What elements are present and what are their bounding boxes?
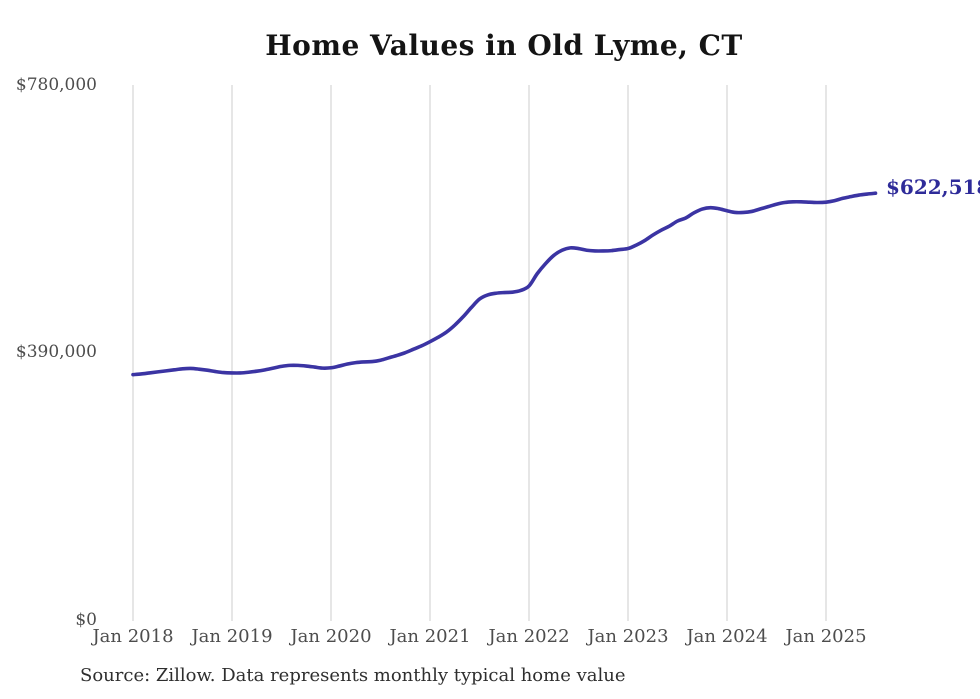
x-axis-tick-jan-2024: Jan 2024 <box>686 626 768 647</box>
x-axis-tick-jan-2018: Jan 2018 <box>92 626 174 647</box>
x-axis-tick-jan-2021: Jan 2021 <box>389 626 471 647</box>
x-axis-tick-jan-2023: Jan 2023 <box>587 626 669 647</box>
y-axis-tick-0: $0 <box>75 610 97 630</box>
x-axis-tick-jan-2019: Jan 2019 <box>191 626 273 647</box>
x-axis-tick-jan-2022: Jan 2022 <box>488 626 570 647</box>
vertical-gridlines <box>132 85 827 621</box>
x-axis-tick-jan-2020: Jan 2020 <box>290 626 372 647</box>
y-axis-tick-780000: $780,000 <box>15 75 97 95</box>
y-axis-tick-390000: $390,000 <box>15 342 97 362</box>
home-value-line <box>131 191 878 377</box>
source-note: Source: Zillow. Data represents monthly … <box>80 665 626 686</box>
latest-value-label: $622,518 <box>886 175 980 199</box>
page-title: Home Values in Old Lyme, CT <box>265 29 743 62</box>
x-axis-tick-jan-2025: Jan 2025 <box>785 626 867 647</box>
